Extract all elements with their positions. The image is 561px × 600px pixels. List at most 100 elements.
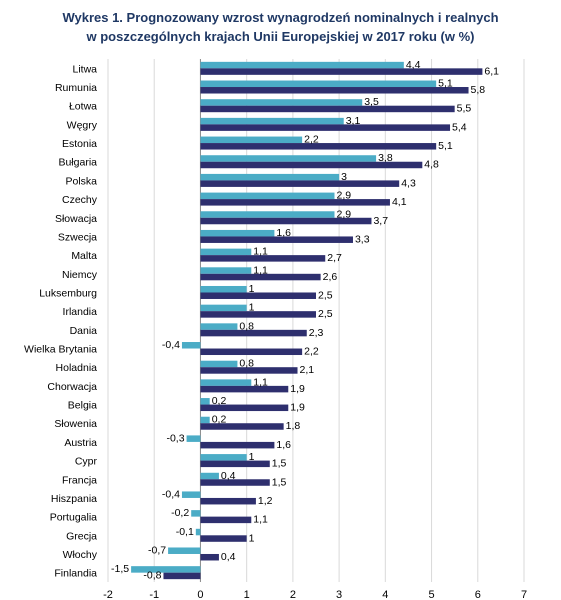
bar-series-2 bbox=[200, 180, 400, 187]
bar-series-1 bbox=[200, 248, 252, 256]
category-label: Austria bbox=[64, 437, 97, 449]
category-label: Włochy bbox=[63, 549, 98, 561]
data-label: -0,4 bbox=[162, 339, 180, 351]
category-label: Estonia bbox=[62, 138, 97, 150]
bar-series-2 bbox=[200, 105, 455, 113]
bar-series-1 bbox=[200, 416, 210, 424]
category-label: Łotwa bbox=[69, 101, 97, 113]
data-label: 0,4 bbox=[221, 551, 236, 563]
data-label: 1,1 bbox=[253, 246, 268, 258]
bar-series-1 bbox=[195, 528, 201, 536]
bar-series-2 bbox=[200, 199, 390, 206]
data-label: 0,2 bbox=[212, 414, 227, 426]
category-label: Węgry bbox=[67, 119, 98, 131]
bar-series-2 bbox=[200, 460, 270, 468]
bar-series-1 bbox=[200, 117, 344, 125]
x-tick-label: -2 bbox=[103, 589, 113, 600]
bar-series-1 bbox=[200, 229, 275, 237]
bar-series-1 bbox=[200, 192, 335, 200]
data-label: 1,1 bbox=[253, 514, 268, 526]
data-label: -0,8 bbox=[143, 570, 161, 582]
x-axis-ticks: -2 -1 0 1 2 3 4 5 6 7 bbox=[103, 589, 527, 600]
bar-series-1 bbox=[200, 454, 247, 461]
category-label: Cypr bbox=[75, 456, 98, 468]
bar-series-2 bbox=[200, 236, 353, 243]
bar-series-2 bbox=[200, 124, 451, 131]
data-label: 4,4 bbox=[406, 59, 421, 71]
bar-series-2 bbox=[200, 516, 252, 524]
data-label: 0,2 bbox=[212, 395, 227, 407]
data-label: 1 bbox=[249, 302, 255, 314]
data-label: 1 bbox=[249, 451, 255, 463]
bar-series-2 bbox=[200, 143, 437, 150]
category-label: Grecja bbox=[66, 530, 97, 542]
data-label: 5,4 bbox=[452, 121, 467, 133]
bar-series-2 bbox=[163, 572, 201, 580]
category-label: Litwa bbox=[72, 63, 97, 75]
data-label: 1,5 bbox=[272, 476, 287, 488]
bar-series-1 bbox=[200, 211, 335, 218]
data-label: 2,9 bbox=[336, 208, 351, 220]
category-label: Szwecja bbox=[58, 231, 97, 243]
category-label: Holadnia bbox=[56, 362, 98, 374]
bar-series-1 bbox=[200, 285, 247, 293]
category-label: Francja bbox=[62, 474, 97, 486]
data-label: 1,1 bbox=[253, 376, 268, 388]
bar-series-2 bbox=[200, 479, 270, 486]
bar-series-2 bbox=[200, 535, 247, 542]
data-label: 2,3 bbox=[309, 327, 324, 339]
data-label: 2,1 bbox=[300, 364, 315, 376]
bar-series-1 bbox=[131, 566, 201, 573]
bar-series-2 bbox=[200, 553, 219, 561]
data-label: 3,3 bbox=[355, 233, 370, 245]
data-labels: 4,4 6,1 5,1 5,8 3,5 5,5 3,1 5,4 2,2 5,1 3,8 4,8 3 4,3… bbox=[111, 59, 499, 582]
category-label: Polska bbox=[65, 175, 97, 187]
bar-series-2 bbox=[200, 217, 372, 225]
bar-series-2 bbox=[200, 273, 321, 281]
data-label: 5,1 bbox=[438, 140, 453, 152]
data-label: -0,2 bbox=[171, 507, 189, 519]
data-label: 2,6 bbox=[323, 271, 338, 283]
bar-series-2 bbox=[200, 348, 303, 356]
bar-series-1 bbox=[200, 472, 219, 480]
data-label: 1,6 bbox=[276, 227, 291, 239]
bar-series-2 bbox=[200, 87, 469, 94]
data-label: -0,3 bbox=[166, 432, 184, 444]
bars bbox=[131, 61, 483, 580]
bar-series-1 bbox=[200, 379, 252, 386]
data-label: 1,9 bbox=[290, 383, 305, 395]
bar-series-2 bbox=[200, 292, 316, 299]
category-label: Niemcy bbox=[62, 269, 98, 281]
data-label: -0,7 bbox=[148, 544, 166, 556]
data-label: 2,7 bbox=[327, 252, 342, 264]
category-label: Luksemburg bbox=[39, 287, 97, 299]
bar-series-1 bbox=[200, 80, 437, 88]
bar-series-2 bbox=[200, 311, 316, 318]
category-label: Hiszpania bbox=[51, 493, 97, 505]
data-label: 1 bbox=[249, 532, 255, 544]
chart-title-line-2: w poszczególnych krajach Unii Europejski… bbox=[86, 29, 475, 44]
category-label: Słowacja bbox=[55, 213, 97, 225]
data-label: 2,2 bbox=[304, 134, 319, 146]
bar-series-2 bbox=[200, 161, 423, 169]
data-label: -1,5 bbox=[111, 563, 129, 575]
bar-series-1 bbox=[186, 435, 201, 442]
x-tick-label: 5 bbox=[428, 589, 434, 600]
category-label: Czechy bbox=[62, 194, 98, 206]
x-tick-label: 1 bbox=[244, 589, 250, 600]
data-label: 1,2 bbox=[258, 495, 273, 507]
x-tick-label: 4 bbox=[382, 589, 388, 600]
bar-series-1 bbox=[181, 491, 201, 498]
bar-series-1 bbox=[200, 360, 238, 368]
category-label: Słowenia bbox=[54, 418, 97, 430]
data-label: 4,8 bbox=[424, 159, 439, 171]
data-label: 3,1 bbox=[346, 115, 361, 127]
x-tick-label: -1 bbox=[149, 589, 159, 600]
category-label: Belgia bbox=[68, 400, 97, 412]
bar-series-2 bbox=[200, 441, 275, 449]
data-label: 2,2 bbox=[304, 346, 319, 358]
data-label: 1,5 bbox=[272, 458, 287, 470]
data-label: 5,5 bbox=[457, 103, 472, 115]
category-label: Chorwacja bbox=[47, 381, 97, 393]
